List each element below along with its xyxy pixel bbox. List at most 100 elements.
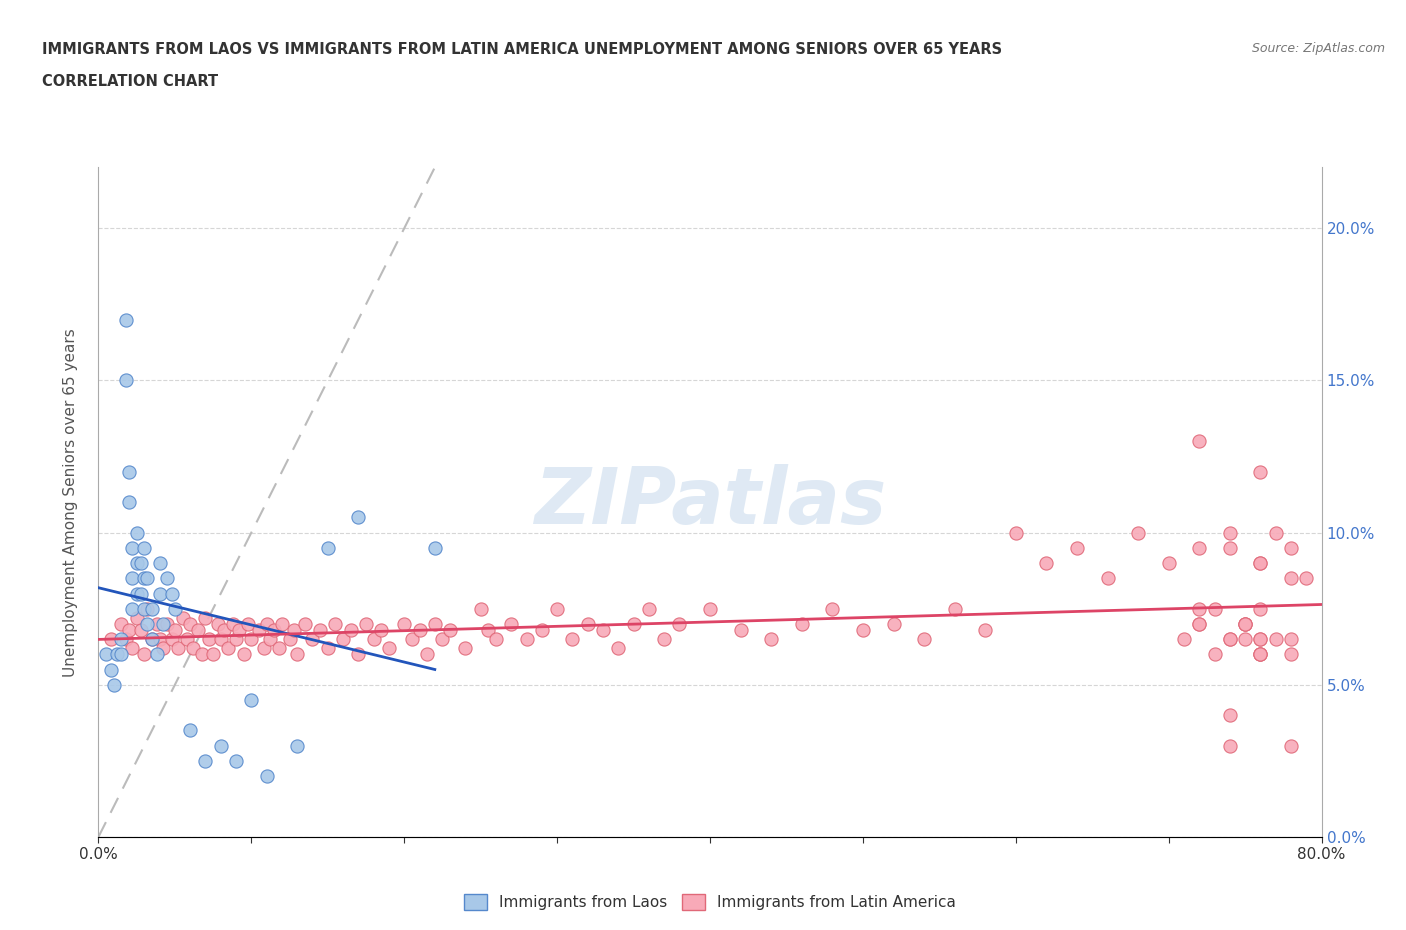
Point	[668, 617, 690, 631]
Point	[149, 555, 172, 570]
Point	[1234, 617, 1257, 631]
Point	[202, 647, 225, 662]
Point	[149, 586, 172, 601]
Point	[516, 631, 538, 646]
Point	[115, 631, 138, 646]
Point	[759, 631, 782, 646]
Point	[1249, 631, 1271, 646]
Point	[283, 622, 305, 637]
Point	[294, 617, 316, 631]
Point	[136, 571, 159, 586]
Point	[1219, 738, 1241, 753]
Point	[1204, 602, 1226, 617]
Point	[607, 641, 630, 656]
Point	[1097, 571, 1119, 586]
Point	[1264, 631, 1286, 646]
Point	[699, 602, 721, 617]
Point	[278, 631, 301, 646]
Point	[285, 738, 308, 753]
Point	[309, 622, 332, 637]
Point	[118, 622, 141, 637]
Point	[136, 602, 159, 617]
Point	[1249, 555, 1271, 570]
Point	[179, 723, 201, 737]
Point	[136, 617, 159, 631]
Point	[1188, 617, 1211, 631]
Point	[1219, 631, 1241, 646]
Point	[163, 602, 186, 617]
Point	[401, 631, 423, 646]
Point	[129, 555, 152, 570]
Point	[191, 647, 214, 662]
Text: CORRELATION CHART: CORRELATION CHART	[42, 74, 218, 89]
Point	[121, 571, 143, 586]
Point	[172, 610, 194, 625]
Point	[370, 622, 392, 637]
Point	[392, 617, 416, 631]
Point	[1249, 647, 1271, 662]
Point	[883, 617, 905, 631]
Point	[105, 647, 128, 662]
Point	[100, 662, 122, 677]
Point	[1066, 540, 1088, 555]
Point	[561, 631, 583, 646]
Point	[530, 622, 553, 637]
Point	[247, 622, 270, 637]
Point	[141, 602, 163, 617]
Point	[1234, 631, 1257, 646]
Point	[194, 610, 217, 625]
Point	[263, 622, 285, 637]
Point	[217, 641, 239, 656]
Point	[730, 622, 752, 637]
Point	[1249, 647, 1271, 662]
Point	[145, 647, 167, 662]
Point	[1188, 617, 1211, 631]
Point	[301, 631, 323, 646]
Point	[347, 510, 370, 525]
Point	[125, 586, 148, 601]
Point	[100, 631, 122, 646]
Point	[1249, 647, 1271, 662]
Point	[121, 540, 143, 555]
Text: IMMIGRANTS FROM LAOS VS IMMIGRANTS FROM LATIN AMERICA UNEMPLOYMENT AMONG SENIORS: IMMIGRANTS FROM LAOS VS IMMIGRANTS FROM …	[42, 42, 1002, 57]
Point	[252, 641, 274, 656]
Point	[546, 602, 568, 617]
Point	[160, 631, 183, 646]
Point	[790, 617, 813, 631]
Point	[623, 617, 645, 631]
Point	[354, 617, 377, 631]
Point	[149, 631, 172, 646]
Point	[179, 617, 201, 631]
Point	[240, 693, 263, 708]
Point	[94, 647, 117, 662]
Point	[592, 622, 614, 637]
Legend: Immigrants from Laos, Immigrants from Latin America: Immigrants from Laos, Immigrants from La…	[457, 888, 963, 916]
Point	[1188, 540, 1211, 555]
Point	[134, 647, 156, 662]
Point	[1264, 525, 1286, 540]
Point	[160, 586, 183, 601]
Point	[121, 641, 143, 656]
Point	[1188, 602, 1211, 617]
Point	[637, 602, 661, 617]
Point	[325, 617, 347, 631]
Y-axis label: Unemployment Among Seniors over 65 years: Unemployment Among Seniors over 65 years	[63, 328, 77, 677]
Point	[652, 631, 675, 646]
Point	[1279, 540, 1302, 555]
Point	[470, 602, 492, 617]
Point	[1188, 434, 1211, 449]
Point	[912, 631, 935, 646]
Point	[225, 753, 247, 768]
Point	[485, 631, 508, 646]
Point	[134, 571, 156, 586]
Point	[423, 540, 446, 555]
Point	[110, 631, 132, 646]
Point	[1249, 602, 1271, 617]
Point	[181, 641, 204, 656]
Point	[225, 631, 247, 646]
Point	[118, 495, 141, 510]
Point	[222, 617, 245, 631]
Point	[1035, 555, 1057, 570]
Point	[156, 617, 179, 631]
Point	[129, 622, 152, 637]
